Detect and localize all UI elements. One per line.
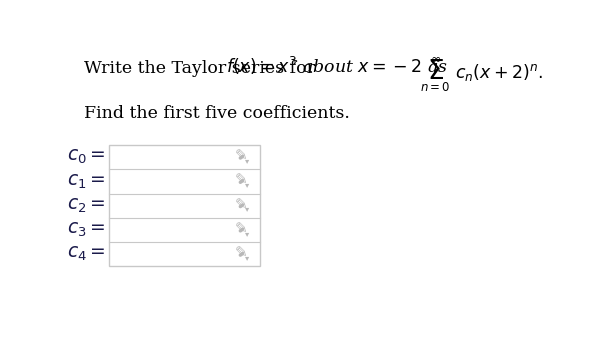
Text: $c_4=$: $c_4=$ [67,245,105,263]
Text: ✎: ✎ [235,221,248,236]
Bar [109,145,259,266]
Text: ▾: ▾ [245,156,249,165]
Text: $\infty$: $\infty$ [430,53,441,65]
Text: $f(x) = x^3$ about $x = -2$ as: $f(x) = x^3$ about $x = -2$ as [226,55,448,77]
Text: Find the first five coefficients.: Find the first five coefficients. [84,105,349,122]
Text: $c_2=$: $c_2=$ [67,197,105,215]
Text: ▾: ▾ [245,180,249,189]
Text: $n{=}0$: $n{=}0$ [420,81,451,94]
Text: $c_n(x+2)^n.$: $c_n(x+2)^n.$ [455,61,543,82]
Text: ✎: ✎ [235,197,248,212]
Text: ✎: ✎ [235,245,248,260]
Text: ✎: ✎ [235,148,248,163]
Text: $c_0=$: $c_0=$ [67,148,105,166]
Text: ▾: ▾ [245,229,249,238]
Text: ▾: ▾ [245,204,249,214]
Text: $\Sigma$: $\Sigma$ [427,59,444,85]
Text: ✎: ✎ [235,173,248,187]
Text: ▾: ▾ [245,253,249,262]
Text: $c_1=$: $c_1=$ [67,172,105,191]
Text: $c_3=$: $c_3=$ [67,221,105,239]
Text: Write the Taylor series for: Write the Taylor series for [84,60,320,77]
